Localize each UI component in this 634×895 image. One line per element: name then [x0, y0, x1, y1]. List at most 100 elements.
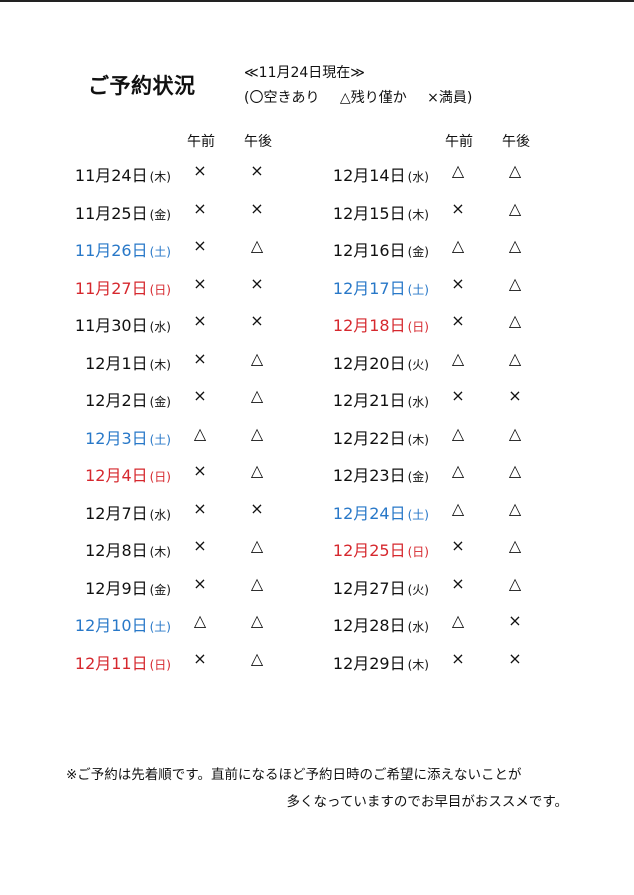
date-cell: 12月22日 (木) [333, 425, 429, 449]
pm-status: △ [250, 348, 264, 368]
am-status: × [451, 573, 465, 593]
day-of-week-label: (木) [407, 657, 429, 672]
am-status: × [451, 648, 465, 668]
schedule-row: 11月24日 (木) × × [0, 156, 634, 194]
schedule-row: 12月11日 (日) × △ [0, 644, 634, 682]
day-of-week-label: (金) [149, 582, 171, 597]
date-label: 12月2日 [85, 391, 148, 410]
pm-status: △ [508, 461, 522, 480]
schedule-row: 12月27日 (火) × △ [0, 569, 634, 607]
day-of-week-label: (土) [407, 282, 429, 297]
schedule-row: 12月10日 (土) △ △ [0, 606, 634, 644]
date-label: 12月28日 [332, 616, 406, 635]
day-of-week-label: (水) [407, 395, 429, 409]
am-status: △ [451, 161, 465, 180]
date-cell: 11月27日 (日) [75, 275, 171, 299]
date-cell: 12月20日 (火) [333, 350, 429, 374]
date-label: 12月14日 [332, 166, 406, 185]
date-cell: 12月11日 (日) [75, 650, 171, 674]
day-of-week-label: (日) [149, 657, 171, 672]
pm-status: △ [508, 498, 522, 518]
am-status: × [193, 348, 207, 368]
schedule-row: 12月20日 (火) △ △ [0, 344, 634, 382]
pm-status: △ [508, 573, 522, 593]
date-label: 12月4日 [85, 466, 148, 485]
date-cell: 11月26日 (土) [75, 237, 171, 261]
pm-status: × [250, 273, 264, 293]
day-of-week-label: (土) [149, 245, 171, 259]
date-cell: 12月16日 (金) [333, 237, 429, 261]
date-cell: 12月8日 (木) [85, 537, 171, 561]
schedule-row: 12月25日 (日) × △ [0, 531, 634, 569]
schedule-row: 12月21日 (水) × × [0, 381, 634, 419]
schedule-row: 11月30日 (水) × × [0, 306, 634, 344]
pm-status: △ [508, 236, 522, 255]
am-status: × [193, 461, 207, 480]
date-cell: 12月14日 (水) [333, 162, 429, 186]
day-of-week-label: (木) [149, 545, 171, 559]
date-cell: 11月30日 (水) [75, 312, 171, 336]
pm-status: × [250, 161, 264, 180]
date-label: 12月17日 [332, 278, 406, 298]
schedule-row: 12月16日 (金) △ △ [0, 231, 634, 269]
as-of-date: ≪11月24日現在≫ [244, 65, 365, 81]
date-cell: 11月24日 (木) [75, 162, 171, 186]
date-label: 11月25日 [74, 203, 148, 223]
day-of-week-label: (水) [149, 507, 171, 522]
day-of-week-label: (木) [407, 432, 429, 447]
am-status: × [193, 236, 207, 255]
date-cell: 11月25日 (金) [75, 200, 171, 224]
am-status: × [451, 311, 465, 330]
am-status: × [193, 573, 207, 593]
date-cell: 12月29日 (木) [333, 650, 429, 674]
date-cell: 12月21日 (水) [333, 387, 429, 411]
am-status: × [193, 386, 207, 405]
am-status: △ [451, 236, 465, 255]
day-of-week-label: (日) [407, 545, 429, 559]
pm-status: △ [250, 536, 264, 555]
schedule-row: 12月8日 (木) × △ [0, 531, 634, 569]
am-status: △ [451, 498, 465, 518]
day-of-week-label: (木) [149, 357, 171, 372]
page-title: ご予約状況 [88, 74, 196, 98]
pm-status: △ [250, 461, 264, 480]
date-cell: 12月24日 (土) [333, 500, 429, 524]
date-cell: 12月23日 (金) [333, 462, 429, 486]
date-label: 12月10日 [74, 616, 148, 635]
date-cell: 12月27日 (火) [333, 575, 429, 599]
am-status: × [193, 648, 207, 668]
day-of-week-label: (水) [407, 170, 429, 184]
am-status: × [451, 386, 465, 405]
date-label: 11月30日 [74, 316, 148, 335]
am-status: × [451, 273, 465, 293]
day-of-week-label: (日) [407, 320, 429, 334]
date-label: 11月26日 [74, 241, 148, 260]
date-label: 12月23日 [332, 466, 406, 485]
date-label: 12月21日 [332, 391, 406, 410]
date-label: 12月29日 [332, 653, 406, 673]
date-label: 12月22日 [332, 428, 406, 448]
am-status: △ [451, 461, 465, 480]
am-status: × [193, 536, 207, 555]
am-status: × [451, 536, 465, 555]
schedule-row: 12月3日 (土) △ △ [0, 419, 634, 457]
am-status: △ [193, 611, 207, 630]
date-label: 12月7日 [85, 503, 148, 523]
date-cell: 12月15日 (木) [333, 200, 429, 224]
day-of-week-label: (金) [407, 470, 429, 484]
day-of-week-label: (火) [407, 582, 429, 597]
pm-status: △ [250, 386, 264, 405]
am-status: × [193, 311, 207, 330]
pm-status: △ [508, 161, 522, 180]
day-of-week-label: (金) [149, 207, 171, 222]
day-of-week-label: (土) [149, 620, 171, 634]
day-of-week-label: (日) [149, 282, 171, 297]
schedule-row: 12月18日 (日) × △ [0, 306, 634, 344]
am-status: × [193, 198, 207, 218]
pm-status: × [250, 311, 264, 330]
date-cell: 12月25日 (日) [333, 537, 429, 561]
schedule-row: 12月15日 (木) × △ [0, 194, 634, 232]
availability-legend: (〇空きあり △残り僅か ×満員) [244, 87, 472, 107]
date-label: 12月1日 [85, 353, 148, 373]
schedule-row: 12月9日 (金) × △ [0, 569, 634, 607]
